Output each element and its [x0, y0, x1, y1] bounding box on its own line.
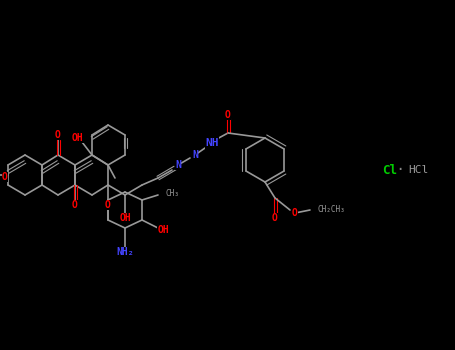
Text: N: N — [192, 150, 198, 160]
Text: NH₂: NH₂ — [116, 247, 134, 257]
Text: OH: OH — [72, 133, 84, 143]
Text: O: O — [225, 110, 231, 120]
Text: O: O — [2, 172, 8, 182]
Text: O: O — [272, 213, 278, 223]
Text: Cl: Cl — [383, 163, 398, 176]
Text: HCl: HCl — [408, 165, 428, 175]
Text: ·: · — [397, 161, 403, 179]
Text: O: O — [105, 200, 111, 210]
Text: O: O — [72, 200, 78, 210]
Text: O: O — [292, 208, 298, 218]
Text: OH: OH — [119, 213, 131, 223]
Text: OH: OH — [157, 225, 169, 235]
Text: O: O — [55, 130, 61, 140]
Text: CH₂CH₃: CH₂CH₃ — [318, 205, 346, 215]
Text: N: N — [175, 160, 181, 170]
Text: CH₃: CH₃ — [165, 189, 179, 198]
Text: NH: NH — [205, 138, 219, 148]
